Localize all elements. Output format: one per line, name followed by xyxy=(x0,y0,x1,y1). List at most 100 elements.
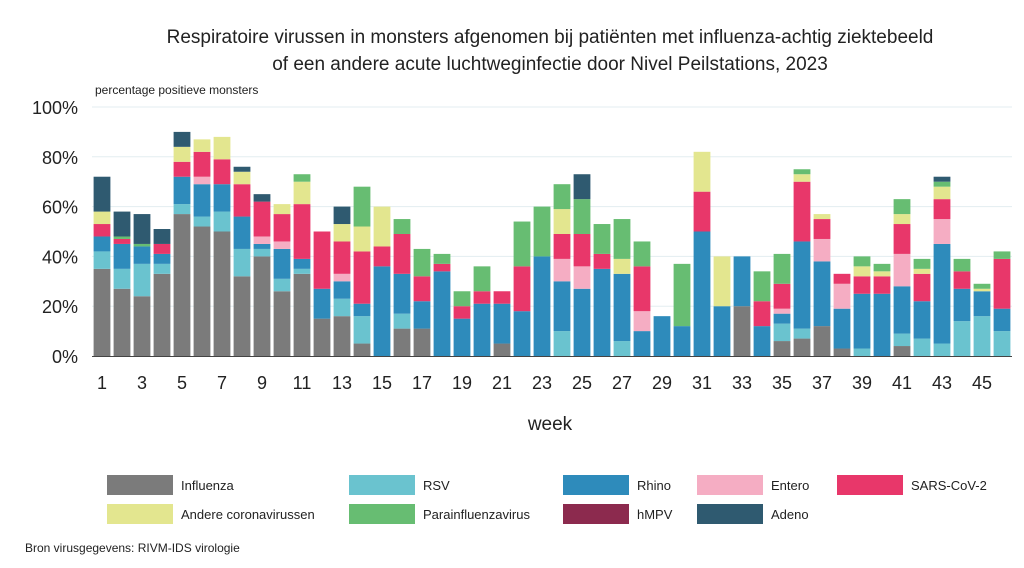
bar-segment-rhino xyxy=(313,288,331,319)
bar-segment-rhino xyxy=(413,301,431,329)
bar-segment-sars-cov-2 xyxy=(413,276,431,302)
bar-segment-rhino xyxy=(733,256,751,307)
bar-segment-influenza xyxy=(273,291,291,356)
y-tick-label: 60% xyxy=(42,198,78,218)
bar-segment-influenza xyxy=(293,273,311,356)
bar-segment-rhino xyxy=(113,243,131,269)
bar-segment-entero xyxy=(633,311,651,332)
bar-segment-rhino xyxy=(393,273,411,314)
legend-swatch xyxy=(697,475,763,495)
bar-segment-rhino xyxy=(793,241,811,329)
bar-segment-andere-coronavirussen xyxy=(973,288,991,292)
x-tick-label: 33 xyxy=(732,373,752,393)
bar-segment-sars-cov-2 xyxy=(813,219,831,239)
bar-segment-rsv xyxy=(353,316,371,344)
x-tick-label: 17 xyxy=(412,373,432,393)
legend-swatch xyxy=(349,475,415,495)
bar-segment-adeno xyxy=(153,229,171,244)
bar-segment-parainfluenzavirus xyxy=(893,199,911,215)
bar-segment-rsv xyxy=(953,321,971,356)
bar-segment-parainfluenzavirus xyxy=(913,258,931,269)
bar-segment-rsv xyxy=(133,263,151,297)
y-tick-label: 100% xyxy=(32,98,78,118)
bar-segment-rsv xyxy=(293,268,311,274)
bar-segment-sars-cov-2 xyxy=(553,233,571,259)
bar-segment-rsv xyxy=(553,331,571,356)
bar-segment-influenza xyxy=(213,231,231,356)
x-tick-label: 35 xyxy=(772,373,792,393)
bar-segment-parainfluenzavirus xyxy=(873,263,891,272)
bar-segment-rhino xyxy=(813,261,831,327)
legend-label: Parainfluenzavirus xyxy=(423,506,530,522)
bar-segment-rsv xyxy=(853,348,871,356)
bar-segment-adeno xyxy=(333,206,351,225)
bar-segment-sars-cov-2 xyxy=(833,273,851,284)
bar-segment-rsv xyxy=(93,251,111,269)
bar-segment-sars-cov-2 xyxy=(633,266,651,312)
x-tick-label: 45 xyxy=(972,373,992,393)
x-tick-label: 41 xyxy=(892,373,912,393)
x-tick-label: 5 xyxy=(177,373,187,393)
source-note: Bron virusgegevens: RIVM-IDS virologie xyxy=(25,541,240,555)
bar-segment-rsv xyxy=(173,204,191,215)
bar-segment-influenza xyxy=(233,276,251,356)
bar-segment-influenza xyxy=(333,316,351,356)
bar-segment-influenza xyxy=(413,328,431,356)
x-tick-label: 19 xyxy=(452,373,472,393)
bar-segment-sars-cov-2 xyxy=(753,301,771,327)
bar-segment-parainfluenzavirus xyxy=(933,181,951,187)
bar-segment-rsv xyxy=(973,316,991,356)
bar-segment-parainfluenzavirus xyxy=(393,219,411,234)
x-tick-label: 27 xyxy=(612,373,632,393)
bar-segment-influenza xyxy=(493,343,511,356)
bar-segment-rhino xyxy=(193,184,211,217)
bar-segment-rhino xyxy=(993,308,1011,332)
bar-segment-parainfluenzavirus xyxy=(573,199,591,234)
bar-segment-sars-cov-2 xyxy=(353,251,371,304)
bar-segment-parainfluenzavirus xyxy=(953,258,971,272)
bar-segment-andere-coronavirussen xyxy=(813,214,831,220)
bar-segment-rsv xyxy=(993,331,1011,356)
bar-segment-parainfluenzavirus xyxy=(353,186,371,227)
bar-segment-rhino xyxy=(433,271,451,356)
bar-segment-rhino xyxy=(93,236,111,252)
bar-segment-sars-cov-2 xyxy=(873,276,891,294)
legend: Influenza RSV Rhino Entero SARS-CoV-2 Andere … xyxy=(0,470,1024,530)
x-tick-label: 25 xyxy=(572,373,592,393)
bar-segment-sars-cov-2 xyxy=(213,159,231,185)
bar-segment-parainfluenzavirus xyxy=(613,219,631,259)
bar-segment-adeno xyxy=(93,176,111,212)
legend-swatch xyxy=(349,504,415,524)
bar-segment-rsv xyxy=(933,343,951,356)
bar-segment-sars-cov-2 xyxy=(853,276,871,294)
bar-segment-sars-cov-2 xyxy=(953,271,971,289)
legend-label: Adeno xyxy=(771,506,809,522)
bar-segment-parainfluenzavirus xyxy=(793,169,811,175)
bar-segment-sars-cov-2 xyxy=(933,199,951,220)
bar-segment-rhino xyxy=(773,313,791,324)
bar-segment-sars-cov-2 xyxy=(113,238,131,244)
bar-segment-rhino xyxy=(933,243,951,344)
legend-label: hMPV xyxy=(637,506,673,522)
bar-segment-entero xyxy=(553,258,571,282)
bar-segment-parainfluenzavirus xyxy=(113,236,131,239)
bar-segment-rhino xyxy=(373,266,391,356)
chart-title-line2: of een andere acute luchtweginfectie doo… xyxy=(272,54,828,75)
bar-segment-andere-coronavirussen xyxy=(893,214,911,225)
bar-segment-andere-coronavirussen xyxy=(933,186,951,200)
bar-segment-rsv xyxy=(613,341,631,356)
bar-segment-rsv xyxy=(773,323,791,342)
legend-label: Andere coronavirussen xyxy=(181,506,315,522)
y-tick-label: 0% xyxy=(52,347,78,367)
bar-segment-rhino xyxy=(233,216,251,249)
bar-segment-andere-coronavirussen xyxy=(373,206,391,247)
bar-segment-rhino xyxy=(473,303,491,356)
bar-segment-influenza xyxy=(253,256,271,356)
bar-segment-influenza xyxy=(833,348,851,356)
bar-segment-rhino xyxy=(513,311,531,356)
bar-segment-rhino xyxy=(653,316,671,356)
x-tick-label: 9 xyxy=(257,373,267,393)
bar-segment-sars-cov-2 xyxy=(273,214,291,242)
bar-segment-sars-cov-2 xyxy=(293,204,311,259)
bar-segment-rsv xyxy=(333,298,351,317)
